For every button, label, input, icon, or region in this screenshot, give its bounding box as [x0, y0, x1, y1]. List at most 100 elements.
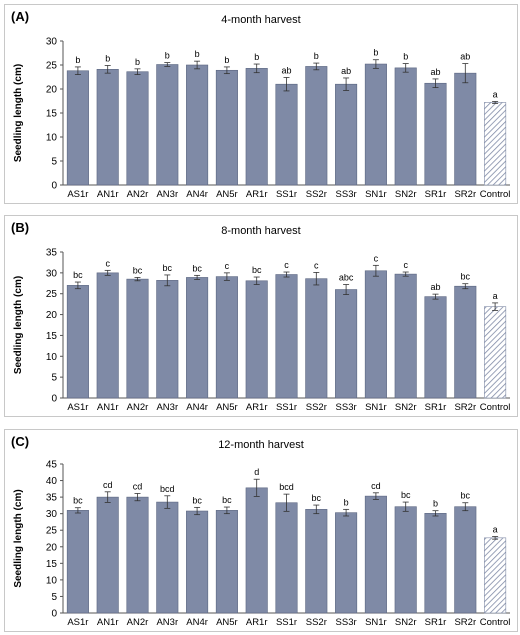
x-tick-label: AR1r [246, 617, 268, 628]
y-tick-label: 0 [51, 181, 57, 192]
x-tick-label: AN5r [216, 402, 238, 413]
y-tick-label: 10 [46, 352, 58, 363]
bar [484, 537, 507, 614]
significance-letter: bc [133, 265, 143, 275]
x-tick-label: AR1r [246, 402, 268, 413]
x-tick-label: SS1r [276, 402, 297, 413]
x-tick-label: AN1r [97, 617, 119, 628]
bar [96, 69, 119, 186]
y-tick-label: 5 [51, 157, 57, 168]
x-tick-label: SN1r [365, 402, 387, 413]
x-tick-label: Control [480, 189, 511, 200]
significance-letter: bc [252, 265, 262, 275]
bar [394, 506, 417, 614]
chart-title: 12-month harvest [218, 439, 304, 451]
bar [335, 83, 358, 186]
x-tick-label: AR1r [246, 189, 268, 200]
bar [364, 495, 387, 614]
bar [424, 296, 447, 399]
x-tick-label: AN4r [186, 617, 208, 628]
significance-letter: c [225, 261, 230, 271]
significance-letter: bcd [160, 484, 175, 494]
bar [66, 70, 89, 186]
x-tick-label: Control [480, 617, 511, 628]
x-tick-label: SN1r [365, 617, 387, 628]
x-tick-label: SS2r [306, 617, 327, 628]
significance-letter: c [374, 253, 379, 263]
y-tick-label: 10 [46, 133, 58, 144]
bar [454, 72, 477, 186]
bar [96, 272, 119, 399]
bar [335, 512, 358, 614]
significance-letter: a [493, 291, 498, 301]
significance-letter: ab [430, 67, 440, 77]
y-tick-label: 15 [46, 331, 58, 342]
bar [156, 64, 179, 186]
x-tick-label: AN4r [186, 189, 208, 200]
chart-title: 4-month harvest [221, 14, 301, 26]
x-tick-label: SN1r [365, 189, 387, 200]
x-tick-label: SS3r [336, 402, 357, 413]
chart-panel-c: (C) 12-month harvest Seedling length (cm… [4, 429, 518, 632]
bar [275, 83, 298, 186]
x-tick-label: AS1r [67, 617, 88, 628]
y-tick-label: 30 [46, 509, 58, 520]
y-tick-label: 40 [46, 476, 58, 487]
significance-letter: a [493, 525, 498, 535]
significance-letter: c [284, 260, 289, 270]
y-tick-label: 30 [46, 268, 58, 279]
y-tick-label: 25 [46, 61, 58, 72]
significance-letter: ab [460, 52, 470, 62]
chart-title: 8-month harvest [221, 225, 301, 237]
y-tick-label: 35 [46, 493, 58, 504]
panel-label: (C) [11, 434, 30, 449]
x-tick-label: SS3r [336, 617, 357, 628]
x-tick-label: AN2r [127, 617, 149, 628]
significance-letter: b [105, 53, 110, 63]
x-tick-label: SR2r [454, 402, 476, 413]
chart-svg: Seedling length (cm) 0 5 10 15 20 25 30 35 bc AS1r… [13, 248, 511, 414]
bar [305, 66, 328, 186]
y-tick-label: 0 [51, 609, 57, 620]
y-tick-label: 15 [46, 109, 58, 120]
bar [305, 509, 328, 614]
bar [96, 496, 119, 614]
y-axis-label: Seedling length (cm) [13, 489, 24, 587]
x-tick-label: SR2r [454, 189, 476, 200]
bar [394, 67, 417, 186]
x-tick-label: SR1r [425, 617, 447, 628]
y-tick-label: 20 [46, 310, 58, 321]
significance-letter: b [433, 499, 438, 509]
significance-letter: c [105, 258, 110, 268]
significance-letter: b [344, 497, 349, 507]
significance-letter: b [224, 55, 229, 65]
x-tick-label: AN3r [156, 402, 178, 413]
significance-letter: ab [281, 65, 291, 75]
bar [394, 273, 417, 399]
x-tick-label: SS1r [276, 617, 297, 628]
significance-letter: cd [371, 481, 381, 491]
significance-letter: b [254, 52, 259, 62]
bar [364, 270, 387, 399]
chart-panel-b: (B) 8-month harvest Seedling length (cm)… [4, 215, 518, 417]
bar [245, 487, 268, 614]
significance-letter: bc [461, 272, 471, 282]
bar [156, 501, 179, 614]
x-tick-label: Control [480, 402, 511, 413]
x-tick-label: SS2r [306, 189, 327, 200]
x-tick-label: AN3r [156, 189, 178, 200]
significance-letter: cd [133, 481, 143, 491]
bar [454, 506, 477, 614]
y-axis-label: Seedling length (cm) [13, 64, 24, 162]
y-tick-label: 5 [51, 592, 57, 603]
x-tick-label: SR1r [425, 189, 447, 200]
significance-letter: b [403, 52, 408, 62]
y-tick-label: 20 [46, 85, 58, 96]
x-tick-label: SN2r [395, 617, 417, 628]
x-tick-label: AN2r [127, 189, 149, 200]
x-tick-label: AN5r [216, 189, 238, 200]
significance-letter: b [135, 57, 140, 67]
bar [245, 280, 268, 399]
y-tick-label: 35 [46, 248, 58, 259]
bar [186, 64, 209, 186]
